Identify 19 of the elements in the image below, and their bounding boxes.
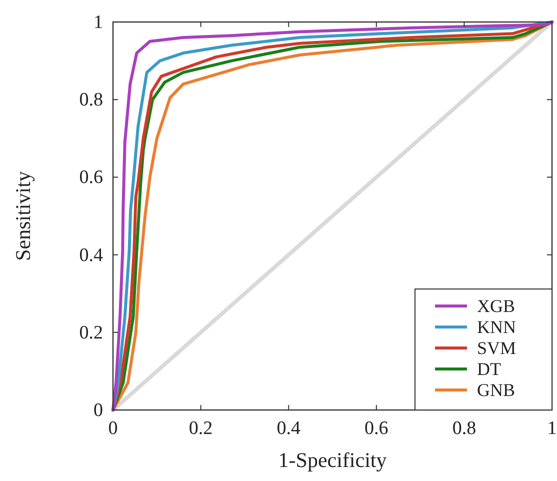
legend-label: SVM [477, 338, 516, 358]
legend-label: DT [477, 359, 501, 379]
y-tick-label: 0 [94, 400, 103, 421]
x-tick-label: 1 [547, 418, 557, 439]
legend-label: GNB [477, 380, 516, 400]
y-tick-label: 0.2 [79, 322, 103, 344]
legend-label: XGB [477, 296, 516, 316]
x-tick-label: 0.8 [452, 418, 476, 439]
x-tick-label: 0.2 [188, 418, 213, 439]
x-tick-label: 0 [108, 418, 118, 439]
y-tick-label: 0.8 [79, 90, 103, 111]
y-tick-label: 0.4 [79, 244, 104, 266]
legend-label: KNN [477, 317, 516, 337]
x-tick-label: 0.4 [276, 418, 301, 439]
x-axis-title: 1-Specificity [278, 448, 388, 472]
x-tick-label: 0.6 [364, 418, 388, 439]
y-tick-label: 0.6 [79, 167, 103, 188]
y-tick-label: 1 [94, 12, 103, 33]
y-axis-title: Sensitivity [11, 170, 35, 261]
